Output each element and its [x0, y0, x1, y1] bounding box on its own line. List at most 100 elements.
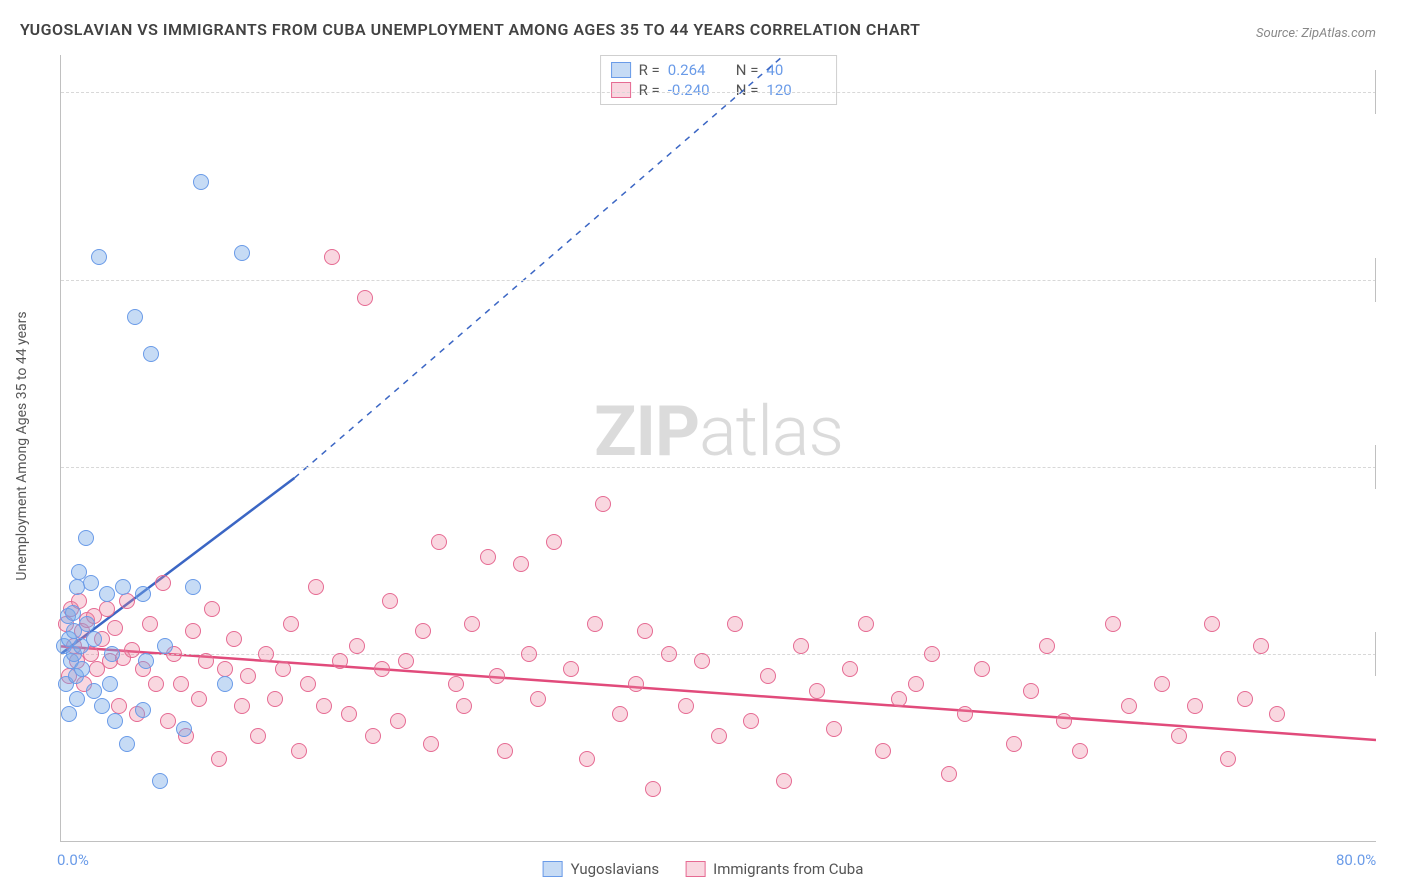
scatter-point	[204, 601, 220, 617]
scatter-point	[957, 706, 973, 722]
scatter-point	[71, 593, 87, 609]
scatter-point	[743, 713, 759, 729]
scatter-point	[127, 309, 143, 325]
x-tick-label: 0.0%	[57, 851, 89, 869]
scatter-point	[645, 781, 661, 797]
scatter-point	[628, 676, 644, 692]
scatter-point	[448, 676, 464, 692]
scatter-point	[842, 661, 858, 677]
scatter-point	[68, 668, 84, 684]
scatter-point	[155, 575, 171, 591]
scatter-point	[69, 691, 85, 707]
scatter-point	[66, 623, 82, 639]
scatter-point	[875, 743, 891, 759]
scatter-point	[1237, 691, 1253, 707]
scatter-point	[152, 773, 168, 789]
scatter-point	[63, 653, 79, 669]
scatter-point	[1039, 638, 1055, 654]
scatter-point	[1253, 638, 1269, 654]
scatter-point	[176, 721, 192, 737]
scatter-point	[135, 702, 151, 718]
scatter-point	[1187, 698, 1203, 714]
scatter-point	[143, 346, 159, 362]
y-tick-label: 15.0%	[1386, 271, 1406, 289]
scatter-point	[56, 638, 72, 654]
stat-label-r: R =	[639, 81, 660, 99]
scatter-point	[415, 623, 431, 639]
scatter-point	[300, 676, 316, 692]
y-tick-label: 20.0%	[1386, 83, 1406, 101]
scatter-point	[308, 579, 324, 595]
stat-row-yugo: R = 0.264 N = 40	[611, 60, 827, 80]
stat-value-n-cuba: 120	[766, 81, 826, 99]
scatter-point	[390, 713, 406, 729]
scatter-point	[78, 530, 94, 546]
scatter-point	[65, 605, 81, 621]
stat-label-r: R =	[639, 61, 660, 79]
scatter-point	[563, 661, 579, 677]
scatter-point	[637, 623, 653, 639]
scatter-point	[1006, 736, 1022, 752]
scatter-point	[858, 616, 874, 632]
trendline	[294, 55, 784, 478]
scatter-point	[464, 616, 480, 632]
legend-label-yugo: Yugoslavians	[571, 860, 660, 878]
scatter-point	[94, 698, 110, 714]
watermark-light: atlas	[699, 391, 843, 473]
scatter-point	[217, 676, 233, 692]
scatter-point	[135, 586, 151, 602]
gridline	[61, 280, 1376, 281]
scatter-point	[1154, 676, 1170, 692]
scatter-point	[1121, 698, 1137, 714]
scatter-point	[191, 691, 207, 707]
scatter-point	[456, 698, 472, 714]
stat-legend: R = 0.264 N = 40 R = -0.240 N = 120	[600, 55, 838, 105]
scatter-point	[793, 638, 809, 654]
scatter-point	[809, 683, 825, 699]
watermark: ZIPatlas	[594, 391, 843, 473]
scatter-point	[908, 676, 924, 692]
scatter-point	[157, 638, 173, 654]
scatter-point	[1105, 616, 1121, 632]
scatter-point	[86, 608, 102, 624]
scatter-point	[357, 290, 373, 306]
scatter-point	[826, 721, 842, 737]
trendline	[61, 478, 294, 654]
stat-label-n: N =	[736, 81, 759, 99]
scatter-point	[61, 706, 77, 722]
scatter-point	[974, 661, 990, 677]
scatter-point	[115, 650, 131, 666]
scatter-point	[513, 556, 529, 572]
swatch-cuba	[611, 82, 631, 98]
scatter-point	[185, 579, 201, 595]
scatter-point	[178, 728, 194, 744]
scatter-point	[365, 728, 381, 744]
y-axis-label: Unemployment Among Ages 35 to 44 years	[14, 311, 30, 580]
right-tick-bar	[1375, 632, 1376, 676]
scatter-point	[148, 676, 164, 692]
scatter-point	[71, 564, 87, 580]
legend-item-yugo: Yugoslavians	[543, 860, 660, 878]
scatter-point	[587, 616, 603, 632]
gridline	[61, 654, 1376, 655]
scatter-point	[74, 623, 90, 639]
scatter-point	[63, 601, 79, 617]
scatter-point	[316, 698, 332, 714]
scatter-point	[102, 653, 118, 669]
chart-title: YUGOSLAVIAN VS IMMIGRANTS FROM CUBA UNEM…	[20, 20, 921, 39]
watermark-bold: ZIP	[594, 391, 699, 473]
bottom-legend: Yugoslavians Immigrants from Cuba	[543, 860, 864, 878]
scatter-point	[173, 676, 189, 692]
scatter-point	[160, 713, 176, 729]
scatter-point	[66, 638, 82, 654]
scatter-point	[382, 593, 398, 609]
scatter-point	[74, 661, 90, 677]
scatter-point	[332, 653, 348, 669]
scatter-point	[727, 616, 743, 632]
scatter-point	[398, 653, 414, 669]
gridline	[61, 92, 1376, 93]
scatter-point	[1023, 683, 1039, 699]
scatter-point	[234, 245, 250, 261]
scatter-point	[1072, 743, 1088, 759]
scatter-point	[119, 593, 135, 609]
